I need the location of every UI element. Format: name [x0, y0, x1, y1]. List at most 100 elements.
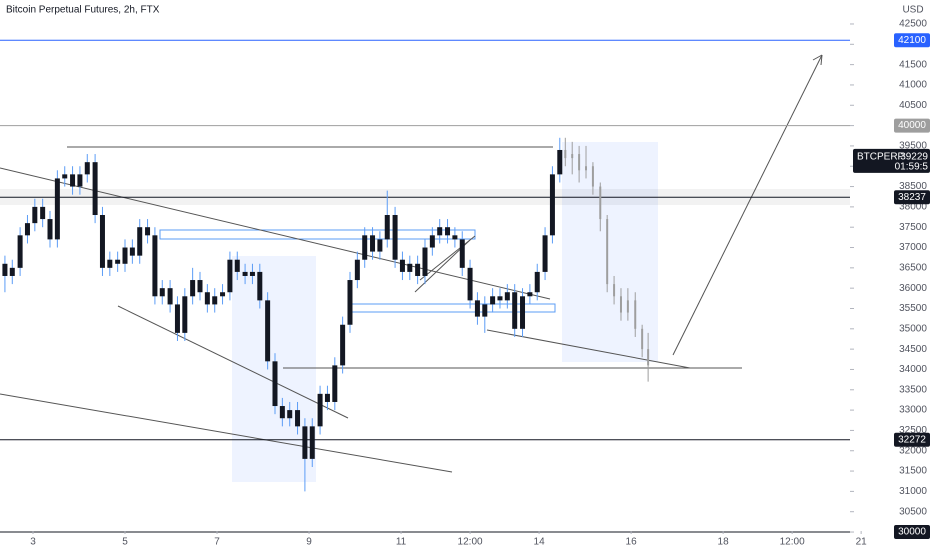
level-label-box — [894, 432, 930, 447]
candle-body — [190, 280, 196, 297]
candle-body — [84, 162, 90, 175]
candle-body — [62, 174, 68, 179]
candle-body — [647, 349, 650, 366]
candle-body — [347, 280, 353, 325]
candle-body — [24, 223, 30, 236]
candle-body — [272, 361, 278, 407]
candle-body — [619, 296, 622, 313]
candle-body — [392, 215, 398, 260]
candle-body — [107, 259, 113, 268]
y-tick-label: 35000 — [899, 323, 927, 334]
x-tick-label: 18 — [718, 537, 730, 548]
arrow — [672, 54, 823, 356]
y-tick-label: 34000 — [899, 364, 927, 375]
candle-body — [377, 239, 383, 252]
candle-body — [122, 247, 128, 264]
candle-body — [197, 280, 203, 293]
candle-body — [2, 263, 8, 276]
candle-body — [152, 235, 158, 297]
candle-body — [40, 206, 46, 220]
currency: USD — [902, 5, 923, 16]
candle-body — [459, 239, 465, 268]
arrow-head — [812, 54, 823, 66]
y-tick-label: 32500 — [899, 425, 927, 436]
y-tick-label: 31000 — [899, 486, 927, 497]
y-tick-label: 41500 — [899, 59, 927, 70]
x-tick-label: 11 — [396, 537, 407, 548]
drawings — [0, 54, 850, 482]
y-tick-label: 39500 — [899, 141, 927, 152]
trend-line — [117, 305, 349, 419]
candle-body — [557, 149, 563, 175]
candle-body — [452, 235, 458, 240]
candle-body — [407, 263, 413, 272]
candle-body — [354, 259, 360, 281]
x-tick-label: 12:00 — [458, 537, 483, 548]
candle-body — [70, 174, 76, 187]
candle-body — [534, 271, 540, 293]
y-tick-label: 34500 — [899, 344, 927, 355]
candle-body — [340, 324, 346, 366]
trend-line — [0, 393, 453, 473]
candle-body — [542, 235, 548, 272]
candle-body — [467, 267, 473, 301]
candle-body — [279, 406, 285, 419]
level-label: 42100 — [898, 35, 926, 46]
y-tick-label: 41000 — [899, 80, 927, 91]
y-tick-label: 35500 — [899, 303, 927, 314]
zone — [159, 229, 476, 240]
level-label-box — [894, 525, 930, 540]
candle-body — [504, 292, 510, 301]
last-price-value: 39229 — [900, 152, 928, 163]
candle-body — [520, 296, 526, 329]
y-tick-label: 40500 — [899, 100, 927, 111]
candle-body — [422, 247, 428, 276]
candle-body — [332, 365, 338, 402]
candle-body — [549, 174, 555, 236]
candle-body — [571, 154, 574, 159]
y-tick-label: 37500 — [899, 222, 927, 233]
candle-body — [77, 174, 83, 187]
x-tick-label: 14 — [534, 537, 546, 548]
candle-body — [257, 271, 263, 301]
candle-body — [47, 219, 53, 240]
y-tick-label: 37000 — [899, 242, 927, 253]
level-label: 38237 — [898, 192, 926, 203]
candle-body — [302, 426, 308, 459]
candle-body — [137, 227, 143, 256]
candle-body — [415, 263, 421, 276]
candle-body — [242, 271, 248, 276]
candle-body — [437, 227, 443, 236]
y-tick-label: 31500 — [899, 466, 927, 477]
candle-body — [527, 292, 533, 297]
candle-body — [482, 304, 488, 317]
candle-body — [234, 259, 240, 272]
candle-body — [309, 426, 315, 459]
candle-body — [212, 296, 218, 305]
x-tick-label: 16 — [626, 537, 638, 548]
x-tick-label: 9 — [306, 537, 312, 548]
candle-body — [613, 284, 616, 297]
candle-body — [626, 300, 629, 313]
candle-body — [115, 259, 121, 264]
candle-body — [474, 300, 480, 317]
candle-body — [99, 215, 105, 268]
candle-body — [167, 288, 173, 305]
x-tick-label: 12:00 — [780, 537, 805, 548]
candle-body — [445, 227, 451, 236]
candle-body — [295, 410, 301, 427]
x-tick-label: 21 — [856, 537, 868, 548]
y-tick-label: 30500 — [899, 506, 927, 517]
candle-body — [182, 296, 188, 333]
candle-body — [174, 304, 180, 333]
candle-body — [599, 186, 602, 220]
trend-line — [0, 167, 551, 300]
y-tick-label: 33000 — [899, 405, 927, 416]
y-tick-label: 36000 — [899, 283, 927, 294]
level-label-box — [894, 190, 930, 205]
countdown: 01:59:5 — [895, 162, 929, 173]
candle-body — [159, 288, 165, 297]
y-tick-label: 38500 — [899, 181, 927, 192]
last-price-symbol: BTCPERP — [857, 152, 905, 163]
